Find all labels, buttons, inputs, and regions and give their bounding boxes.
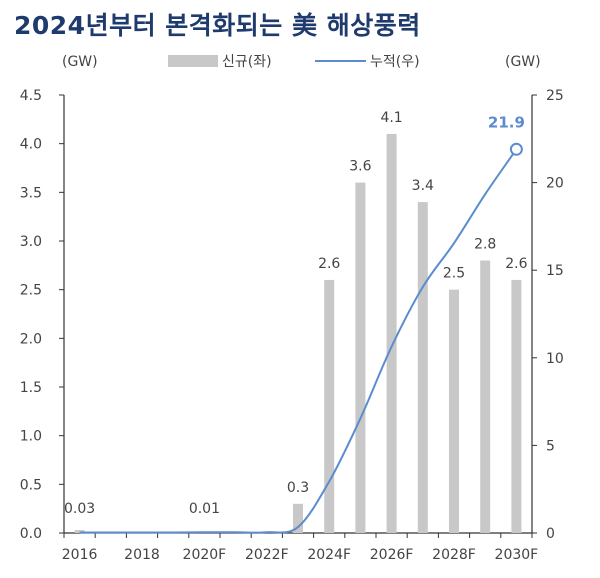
cumulative-line — [79, 148, 518, 534]
bar-series — [74, 133, 522, 534]
legend-line-label: 누적(우) — [370, 54, 420, 70]
left-tick-label: 4.5 — [20, 88, 42, 104]
line-end-marker — [509, 142, 523, 156]
left-tick-label: 3.0 — [20, 234, 42, 250]
left-tick-label: 0.0 — [20, 526, 42, 542]
bar — [386, 133, 397, 533]
right-tick-label: 5 — [546, 438, 555, 454]
chart-title: 2024년부터 본격화되는 美 해상풍력 — [14, 11, 421, 40]
left-y-axis: 0.0 0.5 1.0 1.5 2.0 2.5 3.0 3.5 4.0 4.5 — [20, 88, 65, 542]
left-tick-label: 4.0 — [20, 137, 42, 153]
bar — [355, 182, 366, 533]
left-tick-label: 3.5 — [20, 185, 42, 201]
bar-value-label: 4.1 — [380, 110, 402, 126]
left-tick-label: 1.0 — [20, 429, 42, 445]
legend-bar-label: 신규(좌) — [222, 54, 272, 70]
left-tick-label: 2.0 — [20, 331, 42, 347]
x-tick-label: 2028F — [432, 547, 476, 563]
x-tick-label: 2022F — [245, 547, 289, 563]
right-y-axis: 0 5 10 15 20 25 — [531, 88, 564, 542]
bar — [511, 279, 522, 533]
x-tick-label: 2026F — [370, 547, 414, 563]
bar-value-label: 0.01 — [189, 501, 220, 517]
right-tick-label: 25 — [546, 88, 564, 104]
bar-value-label: 3.6 — [349, 159, 371, 175]
bar-value-label: 2.6 — [318, 256, 340, 272]
x-axis: 2016 2018 2020F 2022F 2024F 2026F 2028F 2030F — [62, 532, 539, 563]
bar-value-label: 3.4 — [412, 178, 434, 194]
x-tick-label: 2016 — [62, 547, 98, 563]
line-series — [79, 142, 523, 534]
bar-value-label: 2.6 — [505, 256, 527, 272]
right-tick-label: 15 — [546, 263, 564, 279]
bar — [449, 289, 459, 533]
left-unit-label: (GW) — [62, 54, 98, 70]
x-tick-label: 2030F — [495, 547, 539, 563]
left-tick-label: 0.5 — [20, 477, 42, 493]
left-tick-label: 2.5 — [20, 283, 42, 299]
x-tick-label: 2018 — [124, 547, 160, 563]
bar — [480, 260, 491, 533]
bar — [324, 279, 335, 533]
x-tick-label: 2020F — [183, 547, 227, 563]
bar — [293, 503, 303, 533]
right-tick-label: 20 — [546, 176, 564, 192]
data-labels: 0.03 0.01 0.3 2.6 3.6 4.1 3.4 2.5 2.8 2.6 21.9 — [64, 110, 528, 517]
right-unit-label: (GW) — [505, 54, 541, 70]
bar-value-label: 2.8 — [474, 236, 496, 252]
bar — [417, 202, 428, 534]
axis-units: (GW) (GW) — [62, 54, 541, 70]
left-tick-label: 1.5 — [20, 380, 42, 396]
bar-value-label: 2.5 — [443, 266, 465, 282]
legend-bar-swatch — [168, 55, 218, 67]
bar-value-label: 0.3 — [287, 480, 309, 496]
line-end-label: 21.9 — [488, 113, 525, 131]
x-tick-label: 2024F — [307, 547, 351, 563]
right-tick-label: 0 — [546, 526, 555, 542]
legend: 신규(좌) 누적(우) — [168, 54, 420, 70]
right-tick-label: 10 — [546, 351, 564, 367]
bar-value-label: 0.03 — [64, 501, 95, 517]
